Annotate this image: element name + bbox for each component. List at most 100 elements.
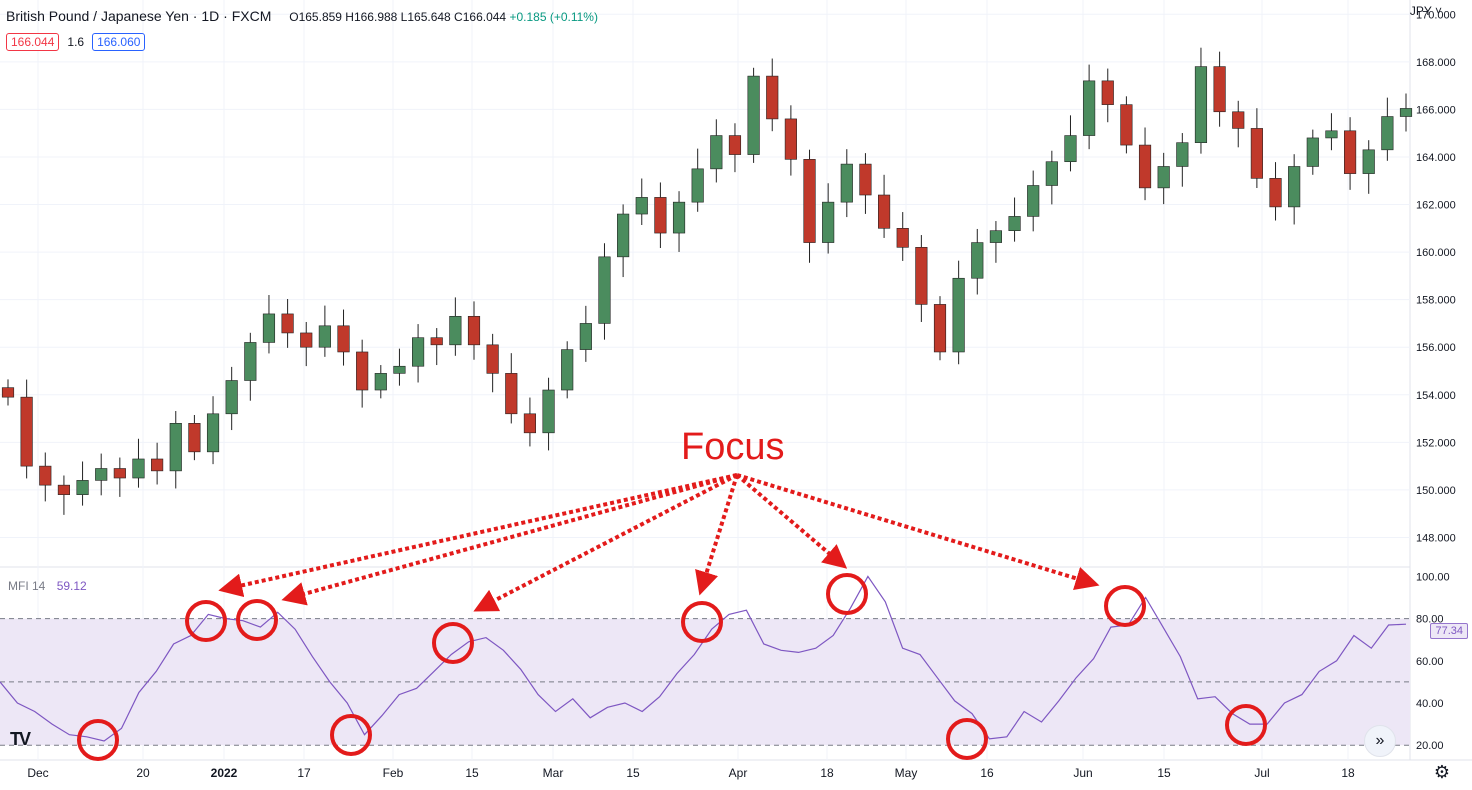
price-change: +0.185 (+0.11%) xyxy=(509,10,598,24)
mfi-current-value: 59.12 xyxy=(56,579,87,593)
candle xyxy=(300,321,313,367)
time-tick-label: 18 xyxy=(820,766,834,780)
candle xyxy=(1064,115,1077,172)
candle xyxy=(803,149,816,263)
scroll-to-realtime-button[interactable]: » xyxy=(1364,725,1396,757)
candle xyxy=(1232,100,1245,148)
focus-annotations xyxy=(77,473,1267,761)
sell-price-button[interactable]: 166.044 xyxy=(6,33,60,51)
chevron-down-icon: ˅ xyxy=(1434,4,1442,18)
candle xyxy=(822,183,835,254)
gear-icon[interactable]: ⚙ xyxy=(1433,762,1450,782)
candle-body xyxy=(337,325,350,353)
candle-body xyxy=(1250,128,1263,179)
double-chevron-right-icon: » xyxy=(1375,732,1385,749)
price-tick-label: 170.000 xyxy=(1416,9,1456,21)
time-tick-label: 15 xyxy=(626,766,640,780)
price-tick-label: 168.000 xyxy=(1416,57,1456,69)
candle-body xyxy=(505,373,518,415)
candle-body xyxy=(598,256,611,324)
price-tick-label: 166.000 xyxy=(1416,104,1456,116)
candle xyxy=(244,332,257,401)
buy-price-button[interactable]: 166.060 xyxy=(92,33,146,51)
candle-body xyxy=(467,315,481,346)
candle-body xyxy=(262,313,276,343)
candle xyxy=(430,328,443,366)
highlight-circle xyxy=(432,622,474,664)
candle xyxy=(989,221,1002,263)
candle-body xyxy=(169,423,182,472)
time-tick-label: 2022 xyxy=(211,766,238,780)
currency-selector[interactable]: JPY ˅ xyxy=(1410,4,1442,18)
candle-body xyxy=(710,135,723,170)
candle xyxy=(1045,150,1058,205)
candle-body xyxy=(206,413,220,453)
highlight-circle xyxy=(681,601,723,643)
candle-body xyxy=(617,213,630,258)
candle-body xyxy=(1381,116,1394,151)
tradingview-logo-icon[interactable]: TV xyxy=(10,729,31,749)
candle-body xyxy=(728,135,742,155)
candle xyxy=(1269,162,1282,221)
price-tick-label: 150.000 xyxy=(1416,485,1456,497)
highlight-circle xyxy=(946,718,988,760)
candle-body xyxy=(113,468,126,479)
candle xyxy=(1176,133,1189,187)
time-tick-label: 16 xyxy=(980,766,994,780)
candle-body xyxy=(1120,104,1133,146)
candle xyxy=(728,123,742,173)
candle xyxy=(1250,108,1263,189)
time-tick-label: 18 xyxy=(1341,766,1355,780)
price-tick-label: 164.000 xyxy=(1416,152,1456,164)
candle xyxy=(766,58,779,132)
mfi-tick-label: 20.00 xyxy=(1416,740,1444,752)
candle xyxy=(542,377,555,451)
candle-body xyxy=(747,75,760,155)
candle xyxy=(206,396,220,465)
candle-body xyxy=(356,351,369,391)
candle xyxy=(1083,64,1096,150)
candle xyxy=(579,305,592,362)
candle-body xyxy=(430,337,443,346)
candle xyxy=(113,457,126,497)
focus-arrow xyxy=(281,473,738,606)
focus-arrow xyxy=(736,473,1100,590)
candle xyxy=(915,235,928,322)
candlestick-series xyxy=(1,47,1413,515)
candle-body xyxy=(840,163,853,203)
candle xyxy=(281,298,294,348)
highlight-circle xyxy=(1225,704,1267,746)
candle-body xyxy=(1008,216,1021,231)
ohlc-values: O165.859 H166.988 L165.648 C166.044 xyxy=(289,10,507,24)
candle-body xyxy=(766,75,779,120)
price-axis: 148.000 150.000 152.000 154.000 156.000 158.0… xyxy=(1416,9,1456,544)
candle xyxy=(598,243,611,340)
candle xyxy=(1325,113,1338,151)
chart-header: British Pound / Japanese Yen · 1D · FXCM… xyxy=(6,8,598,24)
candle-body xyxy=(896,228,909,248)
focus-arrow xyxy=(735,473,848,569)
mfi-tick-label: 100.00 xyxy=(1416,571,1450,583)
candle xyxy=(57,475,70,515)
candle xyxy=(896,212,909,261)
focus-arrow xyxy=(695,474,739,596)
candle-body xyxy=(1325,130,1338,139)
candle xyxy=(225,366,238,431)
candle xyxy=(1213,51,1226,127)
time-axis: Dec 20 2022 17 Feb 15 Mar 15 Apr 18 May 16 Jun 15 Jul 1… xyxy=(27,766,1355,780)
candle xyxy=(95,453,108,496)
highlight-circle xyxy=(77,719,119,761)
candle xyxy=(1362,140,1375,194)
mfi-legend[interactable]: MFI 14 59.12 xyxy=(8,579,87,593)
candle xyxy=(523,397,536,447)
time-tick-label: Feb xyxy=(383,766,404,780)
candle-body xyxy=(915,247,928,305)
candle-body xyxy=(318,325,331,348)
mfi-last-value-tag: 77.34 xyxy=(1430,623,1468,639)
candle xyxy=(467,301,481,360)
price-tick-label: 154.000 xyxy=(1416,390,1456,402)
time-tick-label: Apr xyxy=(729,766,748,780)
candle-body xyxy=(933,304,947,353)
symbol-title[interactable]: British Pound / Japanese Yen · 1D · FXCM xyxy=(6,8,272,24)
